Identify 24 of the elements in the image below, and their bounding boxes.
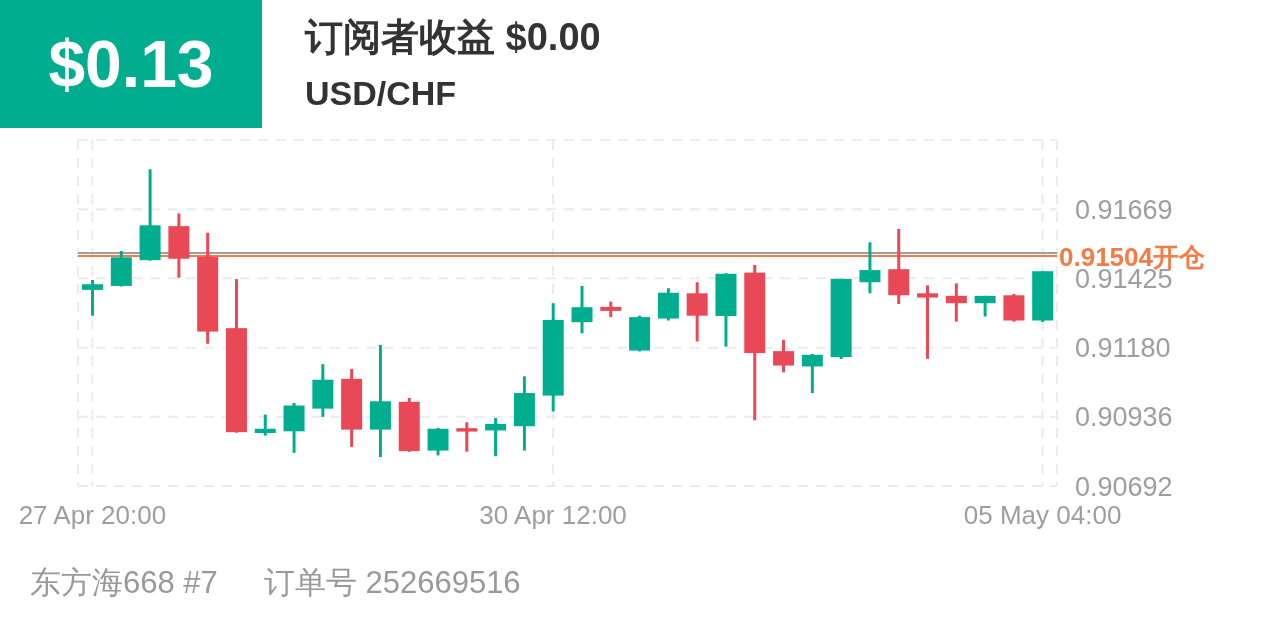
candlestick (485, 417, 507, 457)
text: 订单号 252669516 (263, 564, 521, 602)
chart-title: 订阅者收益 $0.00 (305, 15, 601, 60)
chart-subtitle: USD/CHF (305, 74, 457, 113)
candlestick (456, 422, 478, 452)
text: $0.13 (0, 0, 262, 128)
candlestick (686, 282, 708, 342)
candlestick (945, 283, 967, 322)
y-tick-label: 0.90692 (1075, 471, 1173, 502)
candlestick (859, 242, 881, 294)
candlestick (82, 279, 103, 316)
x-tick-label: 27 Apr 20:00 (18, 500, 167, 530)
text: 东方海668 #7 (30, 564, 218, 602)
y-tick-label: 0.91669 (1075, 194, 1173, 225)
candlestick (571, 284, 593, 334)
candlestick (427, 426, 449, 456)
y-tick-label: 0.90936 (1075, 402, 1173, 433)
candlestick (801, 352, 823, 395)
x-tick-label: 30 Apr 12:00 (479, 500, 627, 530)
x-tick-label: 05 May 04:00 (963, 500, 1122, 530)
candlestick (917, 285, 939, 359)
candlestick (773, 338, 795, 373)
y-tick-label: 0.91180 (1075, 333, 1171, 364)
candlestick (254, 414, 276, 436)
